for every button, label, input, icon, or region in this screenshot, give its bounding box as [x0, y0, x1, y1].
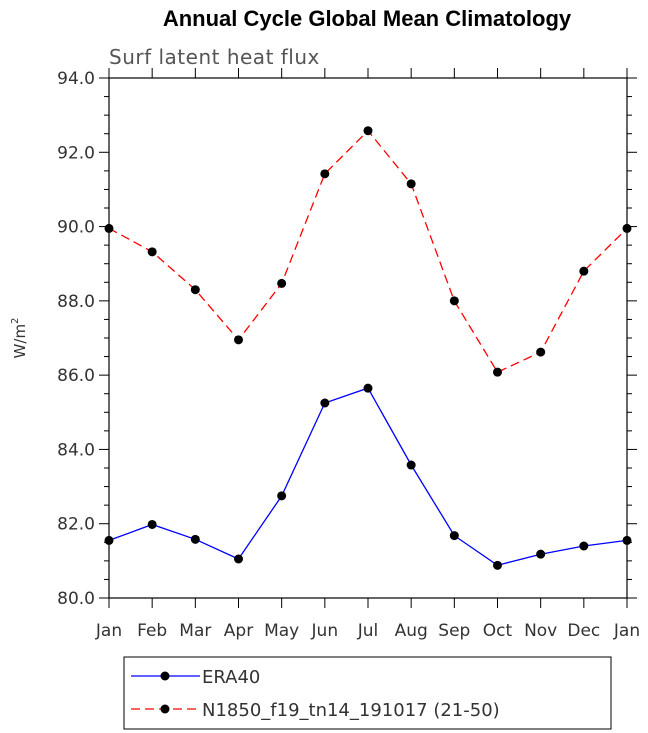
- data-point-n1850: [104, 223, 114, 233]
- data-point-era40: [622, 535, 632, 545]
- series-line-n1850: [108, 129, 628, 374]
- y-tick-label: 88.0: [57, 292, 95, 312]
- y-tick-label: 82.0: [57, 515, 95, 535]
- x-tick-label: Feb: [137, 621, 167, 641]
- legend-label-n1850: N1850_f19_tn14_191017 (21-50): [202, 700, 500, 721]
- legend-label-era40: ERA40: [202, 667, 260, 688]
- x-tick-label: Mar: [179, 621, 211, 641]
- data-point-n1850: [234, 335, 243, 345]
- data-point-era40: [277, 491, 287, 501]
- data-point-n1850: [449, 296, 459, 306]
- data-point-era40: [363, 383, 373, 393]
- plot-frame: [108, 77, 628, 599]
- x-tick-label: Jul: [357, 621, 379, 641]
- y-tick-label: 94.0: [57, 69, 95, 89]
- x-tick-label: Aug: [395, 621, 428, 641]
- legend-entry-n1850: N1850_f19_tn14_191017 (21-50): [131, 700, 500, 721]
- data-point-n1850: [147, 247, 157, 257]
- data-point-n1850: [320, 169, 330, 179]
- y-tick-label: 90.0: [57, 218, 95, 238]
- y-axis-label: W/m2: [10, 318, 29, 359]
- series-line-era40: [108, 387, 628, 567]
- data-point-n1850: [277, 278, 287, 288]
- chart-title: Annual Cycle Global Mean Climatology: [163, 6, 572, 31]
- data-point-era40: [234, 554, 243, 564]
- y-tick-label: 86.0: [57, 366, 95, 386]
- x-tick-label: Dec: [567, 621, 600, 641]
- data-point-era40: [536, 549, 546, 559]
- data-point-n1850: [579, 266, 589, 276]
- x-tick-label: Jan: [613, 621, 640, 641]
- data-point-era40: [579, 541, 589, 551]
- data-point-era40: [406, 460, 416, 470]
- axes: 80.0 82.0 84.0 86.0 88.0 90.0 92.0 94.0 Jan Feb Ma…: [57, 68, 640, 641]
- data-point-n1850: [406, 179, 416, 189]
- x-tick-label: Apr: [224, 621, 253, 641]
- data-point-n1850: [493, 367, 502, 377]
- x-tick-label: Nov: [524, 621, 557, 641]
- data-point-era40: [449, 531, 459, 541]
- x-tick-label: Sep: [438, 621, 470, 641]
- x-tick-label: Jan: [95, 621, 122, 641]
- data-point-era40: [320, 398, 330, 408]
- legend-marker-era40: [160, 671, 170, 681]
- data-point-era40: [104, 535, 114, 545]
- x-tick-label: Oct: [483, 621, 513, 641]
- y-tick-label: 80.0: [57, 589, 95, 609]
- series-layer: [104, 126, 632, 570]
- x-tick-label: Jun: [311, 621, 339, 641]
- y-tick-label: 84.0: [57, 440, 95, 460]
- legend-box: [123, 656, 612, 730]
- x-tick-label: May: [264, 621, 299, 641]
- data-point-era40: [147, 519, 157, 529]
- y-tick-label: 92.0: [57, 143, 95, 163]
- data-point-era40: [493, 560, 502, 570]
- data-point-n1850: [363, 126, 373, 136]
- data-point-n1850: [536, 347, 546, 357]
- legend-marker-n1850: [160, 704, 170, 714]
- legend-entry-era40: ERA40: [131, 667, 260, 688]
- data-point-era40: [190, 534, 200, 544]
- data-point-n1850: [190, 285, 200, 295]
- chart-subtitle: Surf latent heat flux: [109, 45, 320, 69]
- data-point-n1850: [622, 223, 632, 233]
